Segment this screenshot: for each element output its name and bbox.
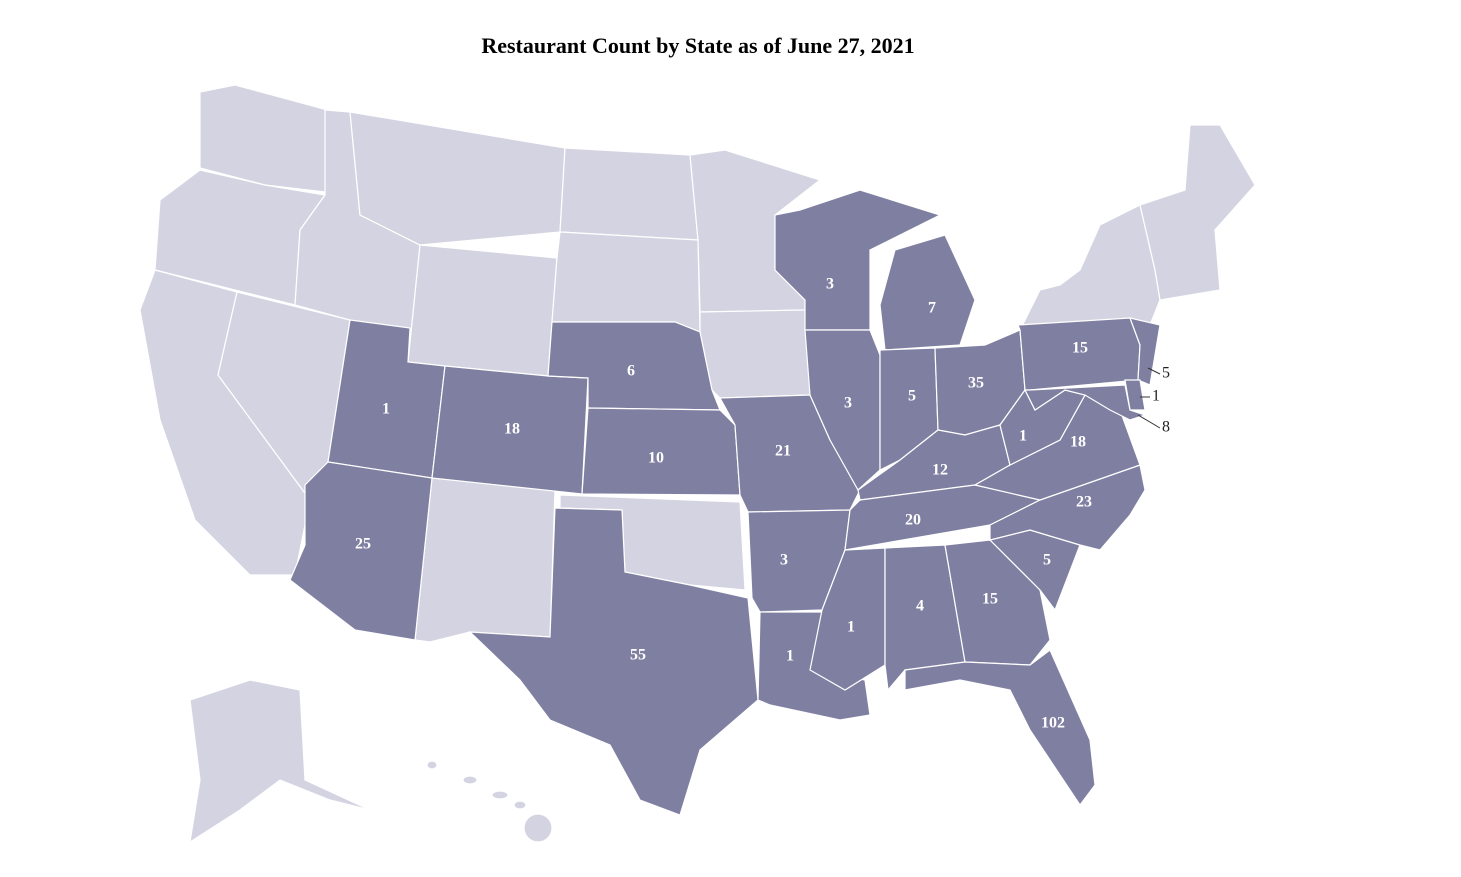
state-shape (559, 147, 699, 241)
value-label: 7 (928, 300, 936, 317)
value-label: 4 (916, 598, 924, 615)
value-label: 5 (908, 388, 916, 405)
island-shape (426, 760, 438, 770)
value-label: 5 (1043, 552, 1051, 569)
value-label: 1 (1019, 428, 1027, 445)
state-shape (189, 679, 371, 844)
value-label: 1 (786, 648, 794, 665)
value-label: 18 (504, 421, 520, 438)
state-shape (879, 234, 976, 351)
value-label: 25 (355, 536, 371, 553)
value-label: 5 (1162, 365, 1170, 382)
state-shape (1024, 384, 1147, 421)
value-label: 18 (1070, 434, 1086, 451)
island-shape (491, 790, 509, 800)
island-shape (513, 800, 527, 810)
value-label: 1 (382, 401, 390, 418)
value-label: 3 (780, 552, 788, 569)
leader-line (1147, 367, 1161, 375)
state-shape (1129, 317, 1161, 386)
island-shape (462, 775, 478, 785)
value-label: 10 (648, 450, 664, 467)
value-label: 21 (775, 443, 791, 460)
value-label: 3 (844, 395, 852, 412)
state-shape (349, 111, 566, 246)
state-shape (699, 309, 821, 399)
value-label: 3 (826, 276, 834, 293)
value-label: 6 (627, 363, 635, 380)
value-label: 35 (968, 375, 984, 392)
state-shape (904, 649, 1096, 807)
value-label: 15 (982, 591, 998, 608)
value-label: 1 (847, 619, 855, 636)
value-label: 55 (630, 647, 646, 664)
value-label: 12 (932, 462, 948, 479)
state-shape (804, 329, 881, 491)
chart-title: Restaurant Count by State as of June 27,… (481, 33, 914, 58)
value-label: 8 (1162, 419, 1170, 436)
state-shape (774, 189, 942, 331)
state-shape (431, 365, 589, 495)
state-shape (407, 244, 558, 377)
unserved-states (139, 84, 1256, 844)
state-shape (1018, 204, 1161, 331)
value-label: 1 (1152, 388, 1160, 405)
state-shape (414, 477, 556, 643)
value-label: 20 (905, 512, 921, 529)
value-label: 102 (1041, 715, 1065, 732)
value-label: 23 (1076, 494, 1092, 511)
state-shape (289, 461, 433, 641)
state-shape (1139, 124, 1256, 301)
state-shape (551, 231, 701, 333)
leader-line (1137, 414, 1161, 429)
value-label: 15 (1072, 340, 1088, 357)
state-shape (468, 507, 759, 816)
island-shape (523, 813, 553, 843)
